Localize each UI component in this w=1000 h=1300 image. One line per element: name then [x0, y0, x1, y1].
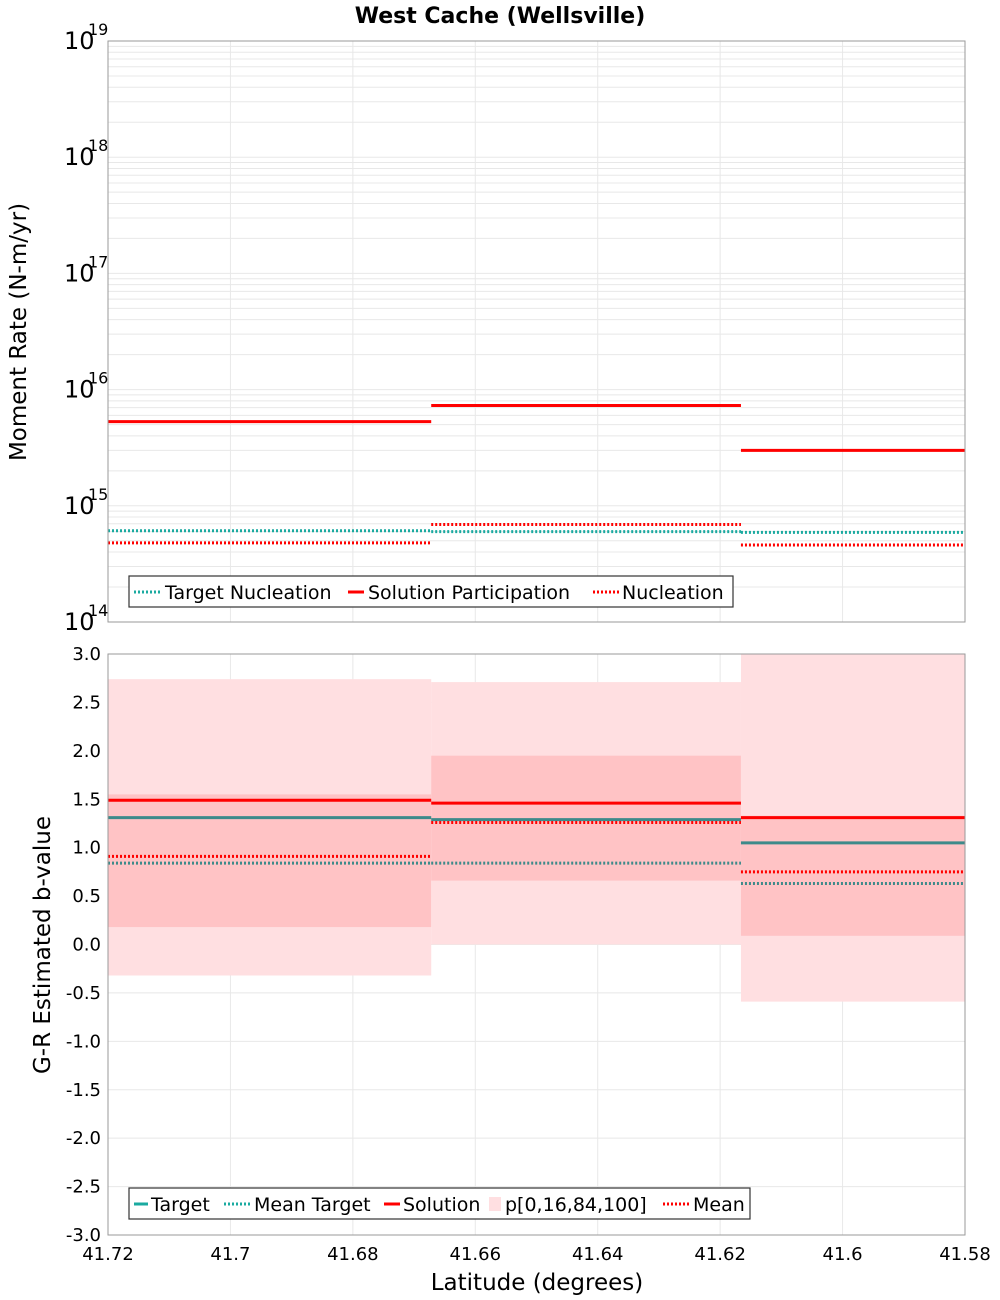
- legend-mean-target: Mean Target: [254, 1194, 371, 1216]
- bottom-y-tick-label: -2.5: [66, 1177, 101, 1198]
- x-tick-label: 41.7: [210, 1244, 250, 1265]
- bottom-y-tick-label: -3.0: [66, 1225, 101, 1246]
- top-y-tick-base: 10: [64, 27, 95, 55]
- bottom-y-tick-label: -1.5: [66, 1080, 101, 1101]
- x-axis-label: Latitude (degrees): [431, 1270, 644, 1296]
- legend-solution: Solution: [403, 1194, 480, 1216]
- top-y-tick-exponent: 15: [88, 485, 108, 504]
- bottom-panel: 3.0 2.5 2.0 1.5 1.0 0.5 0.0 -0.5 -1.0 -1.5 -2.0 -2.…: [30, 644, 991, 1296]
- top-y-tick-exponent: 17: [88, 252, 108, 271]
- legend-percentile-swatch: [489, 1197, 501, 1211]
- top-y-tick-base: 10: [64, 259, 95, 287]
- bottom-x-ticks: 41.72 41.7 41.68 41.66 41.64 41.62 41.6 41.58: [82, 1244, 991, 1265]
- bottom-y-tick-label: 2.0: [72, 741, 101, 762]
- top-y-axis-label: Moment Rate (N-m/yr): [6, 203, 32, 461]
- x-tick-label: 41.58: [939, 1244, 991, 1265]
- legend-percentile: p[0,16,84,100]: [505, 1194, 647, 1216]
- top-legend: Target Nucleation Solution Participation…: [128, 575, 734, 608]
- bottom-y-axis-label: G-R Estimated b-value: [30, 816, 56, 1074]
- x-tick-label: 41.72: [82, 1244, 134, 1265]
- bottom-y-tick-label: -1.0: [66, 1031, 101, 1052]
- top-series: [108, 403, 965, 547]
- top-y-tick-base: 10: [64, 143, 95, 171]
- legend-solution-participation: Solution Participation: [368, 582, 570, 604]
- bottom-y-tick-label: 0.0: [72, 935, 101, 956]
- bottom-plot-frame: [107, 653, 966, 1236]
- bottom-y-tick-label: -2.0: [66, 1128, 101, 1149]
- bottom-y-ticks: 3.0 2.5 2.0 1.5 1.0 0.5 0.0 -0.5 -1.0 -1.5 -2.0 -2.…: [66, 644, 101, 1246]
- bottom-y-tick-label: -0.5: [66, 983, 101, 1004]
- top-legend-box: [128, 575, 734, 608]
- top-y-tick-base: 10: [64, 376, 95, 404]
- bottom-legend: Target Mean Target Solution p[0,16,84,10…: [128, 1187, 751, 1220]
- legend-target-nucleation: Target Nucleation: [164, 582, 332, 604]
- top-y-tick-exponent: 18: [88, 136, 108, 155]
- x-tick-label: 41.64: [572, 1244, 624, 1265]
- legend-mean: Mean: [693, 1194, 745, 1216]
- percentile-band-inner: [740, 815, 965, 936]
- bottom-y-tick-label: 1.0: [72, 838, 101, 859]
- percentile-band-inner: [108, 794, 432, 928]
- top-plot-frame: [107, 40, 966, 623]
- bottom-series: [108, 798, 965, 885]
- bottom-y-tick-label: 0.5: [72, 886, 101, 907]
- legend-target: Target: [150, 1194, 210, 1216]
- top-grid: [107, 41, 966, 623]
- x-tick-label: 41.66: [450, 1244, 502, 1265]
- legend-nucleation: Nucleation: [622, 582, 724, 604]
- top-y-tick-exponent: 16: [88, 369, 108, 388]
- chart-title: West Cache (Wellsville): [355, 4, 646, 29]
- x-tick-label: 41.62: [694, 1244, 746, 1265]
- top-y-tick-base: 10: [64, 492, 95, 520]
- bottom-y-tick-label: 1.5: [72, 789, 101, 810]
- top-y-tick-exponent: 14: [88, 601, 108, 620]
- bottom-y-tick-label: 3.0: [72, 644, 101, 665]
- x-tick-label: 41.68: [327, 1244, 379, 1265]
- top-y-tick-exponent: 19: [88, 20, 108, 39]
- top-y-tick-base: 10: [64, 608, 95, 636]
- bottom-y-tick-label: 2.5: [72, 692, 101, 713]
- x-tick-label: 41.6: [823, 1244, 863, 1265]
